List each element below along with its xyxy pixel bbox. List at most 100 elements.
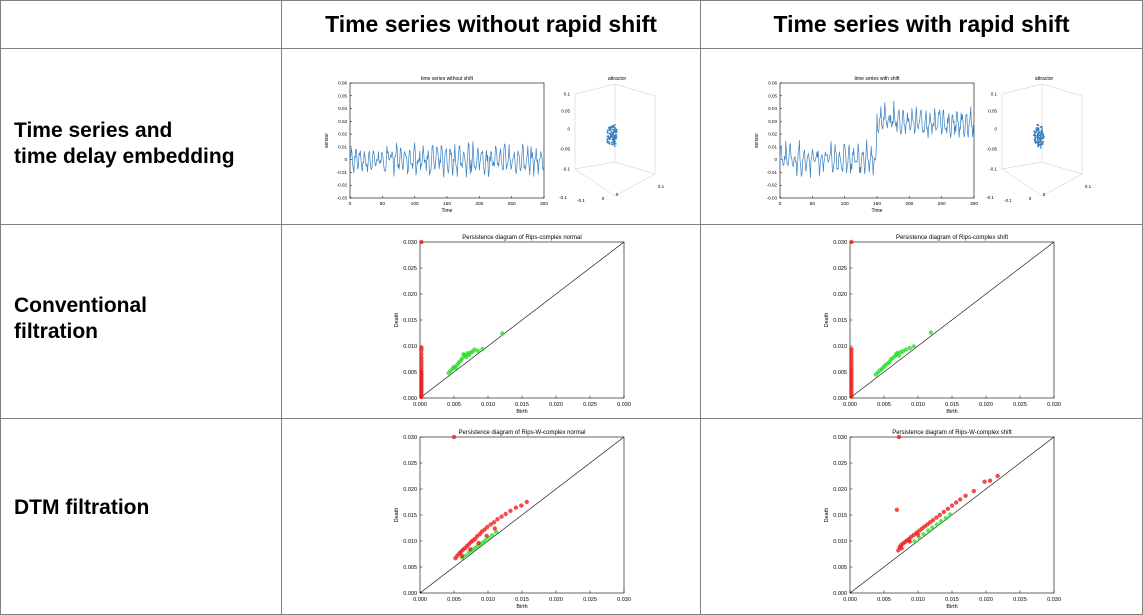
persistence-point-red: [484, 533, 489, 538]
attractor-point: [1040, 126, 1043, 129]
x-tick-label: 0.015: [515, 402, 529, 408]
attractor-point: [1042, 133, 1045, 136]
attractor-point: [612, 134, 615, 137]
x-axis-label: Birth: [946, 604, 957, 610]
attractor-point: [613, 142, 616, 145]
attractor-point: [1036, 123, 1039, 126]
x-tick-label: 300: [540, 201, 548, 207]
persistence-diagram-rips-shift: Persistence diagram of Rips-complex shif…: [824, 235, 1061, 415]
y-tick-label: 0.015: [403, 513, 417, 519]
y-tick-label: 0.025: [403, 461, 417, 467]
grid-line: [0, 224, 1143, 225]
persistence-point-red: [982, 479, 987, 484]
y-tick-label: -0.02: [767, 183, 778, 188]
y-tick-label: 0.020: [833, 292, 847, 298]
row-label-dtm-filtration: DTM filtration: [14, 496, 150, 519]
x-tick-label: -0.1: [1004, 198, 1012, 203]
attractor-point: [1040, 133, 1042, 136]
attractor-point: [1039, 146, 1042, 149]
persistence-point-green: [480, 346, 485, 352]
y-tick-label: 0.020: [833, 487, 847, 493]
x-axis-label: Birth: [516, 409, 527, 415]
persistence-point-red: [907, 539, 912, 544]
x-tick-label: 0.030: [617, 402, 631, 408]
attractor-point: [608, 127, 610, 129]
attractor-point: [1034, 134, 1037, 137]
y-tick-label: -0.01: [337, 170, 348, 175]
persistence-point-red: [849, 353, 854, 358]
attractor-point: [612, 131, 615, 134]
attractor-point: [614, 143, 617, 145]
axis-box-line: [1001, 161, 1043, 170]
attractor-point: [614, 127, 617, 129]
x-tick-label: 0.005: [877, 597, 891, 603]
row-label-conventional-filtration: Conventional filtration: [14, 294, 148, 343]
chart-title: attractor: [608, 76, 627, 82]
persistence-diagram-rips-w-shift: Persistence diagram of Rips-W-complex sh…: [824, 430, 1061, 610]
persistence-point-red: [896, 434, 902, 440]
attractor-chart-without-shift: attractor 0.1 0.05 0 -0.05 -0.1 -0.1 0 -0.1 0 0.1: [559, 76, 665, 203]
persistence-point-red: [485, 524, 490, 530]
x-tick-label: 0.025: [583, 597, 597, 603]
x-tick-label: 150: [443, 201, 451, 207]
persistence-point-green: [475, 348, 480, 353]
series-line: [779, 100, 975, 178]
persistence-point-red: [849, 359, 854, 364]
x-tick-label: 50: [380, 201, 386, 207]
row-label-time-series: Time series and time delay embedding: [14, 119, 235, 168]
y-tick-label: 0.1: [1085, 184, 1092, 189]
timeseries-chart-with-shift: time series with shift 0.06 0.05 0.04 0.03 0.…: [754, 76, 978, 214]
y-axis-label: Death: [394, 508, 400, 523]
column-header-with-shift: Time series with rapid shift: [773, 11, 1070, 37]
attractor-point: [609, 136, 612, 139]
plot-frame: [779, 82, 975, 199]
attractor-point: [611, 143, 613, 146]
y-tick-label: 0.010: [403, 344, 417, 350]
x-tick-label: 0.020: [979, 597, 993, 603]
persistence-point-green: [943, 515, 949, 521]
z-tick-label: 0.1: [991, 92, 998, 97]
y-tick-label: 0.005: [833, 565, 847, 571]
x-tick-label: 150: [873, 201, 881, 207]
axis-box-line: [614, 83, 656, 97]
attractor-point: [610, 141, 613, 144]
persistence-point-green: [907, 345, 912, 351]
y-tick-label: 0.015: [833, 513, 847, 519]
attractor-chart-with-shift: attractor 0.1 0.05 0 -0.05 -0.1 -0.1 0 -0.1 0 0.1: [986, 76, 1092, 203]
persistence-point-red: [491, 520, 497, 525]
persistence-point-green: [947, 512, 953, 517]
x-tick-label: 0.015: [945, 597, 959, 603]
y-tick-label: 0.025: [833, 461, 847, 467]
persistence-point-red: [849, 365, 854, 370]
attractor-point: [1041, 135, 1044, 138]
y-tick-label: 0.000: [833, 396, 847, 402]
persistence-point-red: [419, 364, 424, 369]
x-tick-label: 50: [810, 201, 816, 207]
persistence-point-red: [849, 346, 854, 352]
x-tick-label: 0.005: [447, 597, 461, 603]
persistence-point-green: [483, 538, 488, 543]
x-tick-label: 200: [905, 201, 913, 207]
attractor-point: [1041, 137, 1043, 139]
persistence-point-green: [911, 344, 917, 349]
persistence-point-red: [934, 515, 939, 520]
axis-box-line: [574, 168, 616, 197]
attractor-point: [1037, 145, 1039, 147]
attractor-point: [1034, 131, 1037, 134]
persistence-point-green: [494, 530, 499, 535]
x-tick-label: 0.020: [549, 597, 563, 603]
axis-box-line: [1001, 168, 1043, 197]
y-tick-label: -0.1: [559, 195, 567, 200]
persistence-point-green: [472, 347, 477, 352]
x-tick-label: 100: [841, 201, 849, 207]
y-tick-label: 0.030: [833, 435, 847, 441]
x-tick-label: 100: [411, 201, 419, 207]
z-tick-label: 0.05: [988, 109, 997, 114]
persistence-point-red: [953, 500, 959, 505]
column-header-without-shift: Time series without rapid shift: [325, 11, 657, 37]
attractor-point: [1040, 129, 1043, 132]
y-tick-label: 0.05: [768, 93, 777, 98]
y-tick-label: 0: [344, 157, 347, 162]
persistence-point-red: [945, 506, 951, 511]
z-tick-label: 0: [567, 127, 570, 132]
